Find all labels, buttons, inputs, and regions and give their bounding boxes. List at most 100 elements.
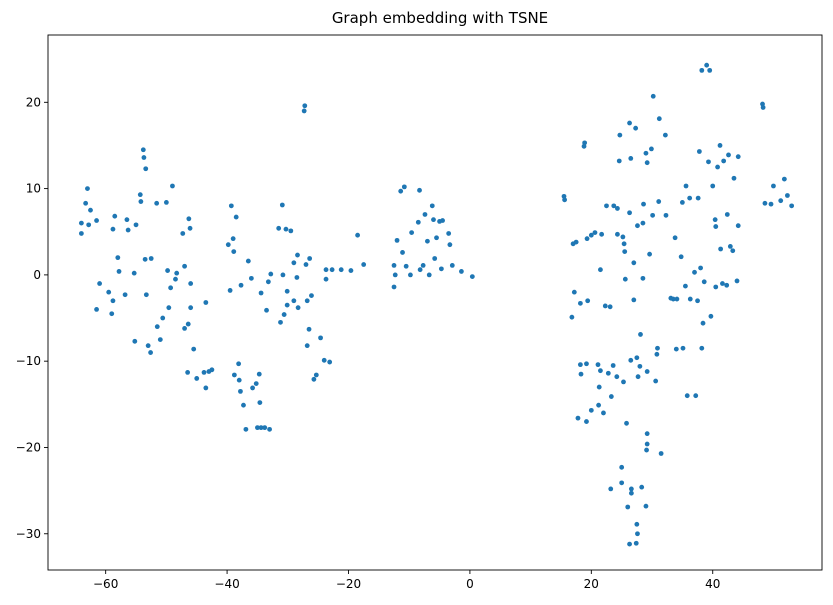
data-point	[417, 267, 423, 273]
data-point	[605, 370, 611, 376]
data-point	[209, 367, 215, 373]
data-point	[425, 238, 430, 244]
data-point	[720, 281, 725, 286]
data-point	[575, 415, 581, 421]
data-point	[673, 346, 679, 352]
y-tick-label: 10	[26, 182, 41, 196]
data-point	[584, 419, 589, 424]
data-point	[291, 260, 297, 266]
data-point	[112, 213, 118, 219]
data-point	[403, 263, 409, 269]
data-point	[431, 217, 436, 223]
data-point	[469, 274, 475, 280]
data-point	[327, 359, 333, 365]
data-point	[401, 184, 407, 190]
data-point	[408, 272, 413, 278]
data-point	[295, 252, 300, 258]
data-point	[279, 202, 285, 208]
y-tick-label: 20	[26, 95, 41, 109]
data-point	[284, 302, 290, 308]
data-point	[598, 368, 603, 374]
data-point	[581, 143, 587, 149]
data-point	[638, 332, 643, 337]
data-point	[602, 303, 608, 309]
data-point	[650, 93, 656, 99]
data-point	[601, 410, 606, 416]
data-point	[615, 206, 620, 211]
data-point	[133, 222, 139, 228]
data-point	[762, 200, 768, 206]
data-point	[391, 284, 397, 290]
data-point	[724, 212, 730, 217]
data-point	[650, 212, 656, 218]
data-point	[394, 237, 400, 243]
data-point	[303, 262, 309, 267]
data-point	[713, 224, 719, 229]
data-point	[255, 425, 260, 431]
data-point	[253, 381, 259, 387]
data-point	[187, 225, 193, 231]
data-point	[595, 362, 601, 368]
data-point	[619, 480, 625, 486]
data-point	[608, 486, 614, 492]
data-point	[633, 125, 639, 131]
data-point	[699, 345, 705, 351]
data-point	[258, 425, 264, 431]
data-point	[653, 378, 659, 384]
data-point	[449, 262, 455, 268]
data-point	[434, 235, 439, 241]
data-point	[110, 226, 116, 232]
data-point	[248, 275, 254, 281]
data-point	[644, 441, 650, 447]
data-point	[284, 288, 290, 294]
data-point	[735, 154, 741, 160]
data-point	[640, 220, 646, 226]
data-point	[718, 246, 724, 252]
data-point	[94, 307, 99, 312]
data-point	[693, 393, 699, 399]
data-point	[672, 235, 678, 241]
data-point	[180, 231, 186, 236]
data-point	[313, 372, 319, 378]
data-point	[417, 187, 422, 193]
data-point	[233, 214, 239, 220]
data-point	[188, 281, 194, 286]
data-point	[698, 265, 703, 271]
data-point	[699, 67, 705, 73]
data-point	[267, 426, 272, 432]
data-point	[707, 67, 713, 73]
data-point	[710, 183, 716, 189]
data-point	[203, 385, 209, 391]
data-point	[185, 369, 191, 375]
data-point	[355, 232, 360, 238]
data-point	[168, 285, 174, 291]
data-point	[203, 300, 209, 305]
data-point	[724, 282, 730, 288]
data-point	[348, 268, 354, 273]
data-point	[712, 217, 718, 223]
data-point	[674, 296, 680, 302]
data-point	[628, 486, 634, 492]
data-point	[585, 298, 591, 304]
data-point	[679, 200, 685, 205]
data-point	[295, 305, 301, 311]
data-point	[182, 325, 187, 331]
data-point	[245, 258, 251, 264]
data-point	[116, 269, 122, 274]
data-point	[143, 166, 149, 172]
data-point	[302, 103, 308, 109]
data-point	[278, 319, 283, 325]
data-point	[94, 218, 99, 223]
data-point	[647, 251, 652, 257]
data-point	[258, 290, 264, 296]
x-tick-label: 20	[584, 577, 599, 591]
data-point	[185, 321, 191, 327]
data-point	[304, 298, 310, 304]
data-point	[569, 314, 575, 320]
data-point	[654, 351, 660, 357]
data-point	[398, 188, 404, 194]
data-point	[784, 193, 790, 198]
x-tick-label: 40	[705, 577, 720, 591]
data-point	[644, 447, 649, 453]
data-point	[700, 320, 706, 326]
